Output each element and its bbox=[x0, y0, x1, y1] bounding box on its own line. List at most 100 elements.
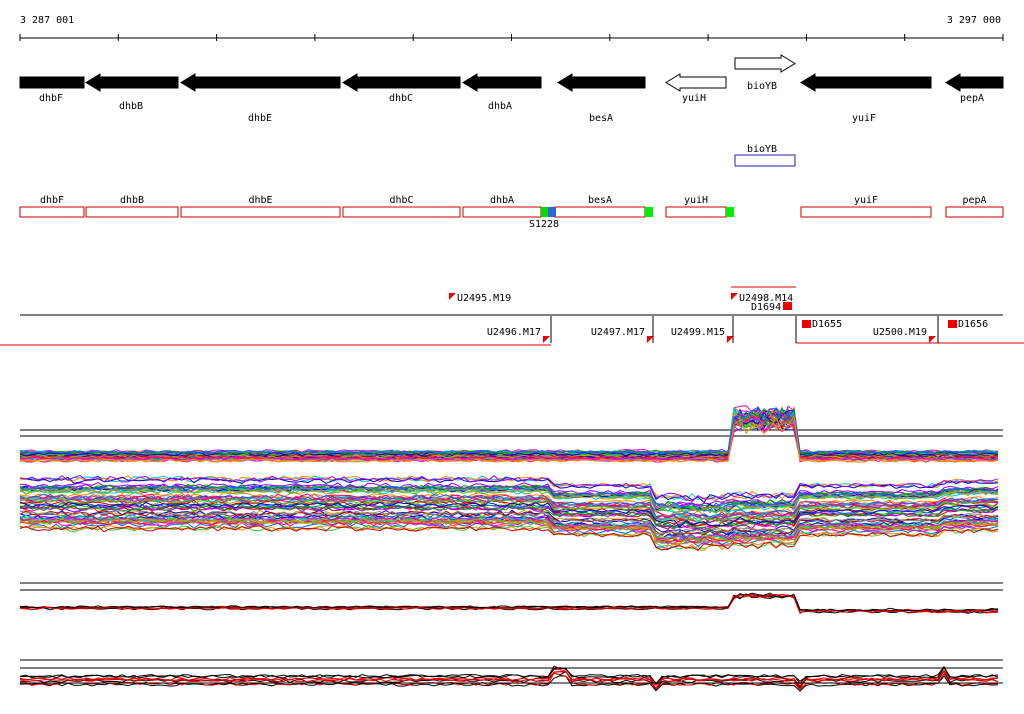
unit-label: D1694 bbox=[751, 302, 781, 313]
gene-label: besA bbox=[589, 113, 613, 124]
expression-line bbox=[19, 484, 999, 510]
gene-label: bioYB bbox=[747, 81, 777, 92]
expression-line bbox=[19, 414, 999, 463]
unit-label: U2500.M19 bbox=[873, 327, 927, 338]
expression-line bbox=[19, 501, 999, 528]
expression-line bbox=[19, 409, 999, 458]
gene-arrow bbox=[180, 73, 341, 92]
expression-line bbox=[19, 408, 999, 457]
expression-line bbox=[19, 408, 999, 457]
expression-line bbox=[19, 410, 999, 458]
expression-line bbox=[20, 594, 999, 614]
unit-flag bbox=[647, 336, 654, 343]
expression-line bbox=[19, 406, 999, 454]
unit-flag bbox=[783, 302, 792, 310]
gene-arrow bbox=[462, 73, 542, 92]
feature-label: yuiH bbox=[684, 195, 708, 206]
gene-label: dhbC bbox=[389, 93, 413, 104]
gene-label: dhbE bbox=[248, 113, 272, 124]
expression-line bbox=[19, 497, 999, 524]
feature-box bbox=[462, 206, 542, 218]
expression-line bbox=[19, 406, 999, 455]
feature-label: dhbC bbox=[389, 195, 413, 206]
gene-label: dhbF bbox=[39, 93, 63, 104]
expression-line bbox=[19, 510, 999, 535]
unit-label: D1655 bbox=[812, 319, 842, 330]
gene-arrow bbox=[557, 73, 646, 92]
unit-label: D1656 bbox=[958, 319, 988, 330]
expression-line bbox=[19, 405, 999, 455]
site-mark bbox=[548, 207, 556, 217]
unit-flag bbox=[948, 320, 957, 328]
expression-line bbox=[19, 409, 999, 457]
gene-arrow bbox=[665, 73, 727, 92]
expression-line bbox=[19, 504, 999, 532]
gene-arrow bbox=[800, 73, 932, 92]
expression-line bbox=[19, 408, 999, 456]
expression-line bbox=[19, 594, 999, 614]
unit-flag bbox=[731, 293, 738, 300]
expression-line bbox=[19, 474, 999, 502]
gene-label: yuiH bbox=[682, 93, 706, 104]
expression-line bbox=[19, 665, 999, 685]
gene-arrow bbox=[734, 54, 796, 73]
feature-box bbox=[945, 206, 1004, 218]
expression-line bbox=[19, 405, 999, 454]
unit-flag bbox=[543, 336, 550, 343]
expression-line bbox=[19, 524, 999, 551]
ruler-start: 3 287 001 bbox=[20, 15, 74, 26]
expression-line bbox=[20, 406, 999, 455]
expression-line bbox=[19, 408, 999, 457]
feature-box bbox=[342, 206, 461, 218]
feature-label: pepA bbox=[962, 195, 986, 206]
feature-label: dhbE bbox=[248, 195, 272, 206]
expression-line bbox=[19, 407, 999, 457]
expression-line bbox=[19, 409, 999, 457]
gene-arrow bbox=[19, 76, 85, 89]
gene-label: yuiF bbox=[852, 113, 876, 124]
feature-label: dhbB bbox=[120, 195, 144, 206]
expression-line bbox=[19, 407, 999, 455]
expression-line bbox=[19, 592, 999, 613]
site-mark bbox=[726, 207, 734, 217]
expression-line bbox=[19, 525, 999, 552]
unit-flag bbox=[929, 336, 936, 343]
predicted-box bbox=[734, 154, 796, 167]
expression-line bbox=[19, 406, 999, 455]
expression-line bbox=[19, 409, 999, 457]
feature-box bbox=[554, 206, 646, 218]
expression-line bbox=[19, 517, 999, 545]
gene-label: dhbB bbox=[119, 101, 143, 112]
site-mark bbox=[541, 207, 549, 217]
unit-label: U2499.M15 bbox=[671, 327, 725, 338]
expression-line bbox=[19, 515, 999, 541]
unit-flag bbox=[449, 293, 456, 300]
feature-label: besA bbox=[588, 195, 612, 206]
expression-line bbox=[19, 491, 999, 519]
expression-line bbox=[19, 476, 999, 503]
expression-line bbox=[19, 524, 999, 550]
feature-box bbox=[800, 206, 932, 218]
expression-line bbox=[19, 670, 999, 691]
feature-label: yuiF bbox=[854, 195, 878, 206]
feature-label: dhbA bbox=[490, 195, 514, 206]
expression-line bbox=[19, 414, 999, 463]
expression-line bbox=[19, 484, 999, 512]
site-mark bbox=[645, 207, 653, 217]
expression-line bbox=[19, 496, 999, 524]
gene-arrow bbox=[85, 73, 179, 92]
feature-box bbox=[665, 206, 727, 218]
ruler-end: 3 297 000 bbox=[947, 15, 1001, 26]
gene-label: dhbA bbox=[488, 101, 512, 112]
feature-box bbox=[19, 206, 85, 218]
unit-label: U2498.M14 bbox=[739, 293, 793, 304]
expression-line bbox=[19, 485, 999, 514]
unit-label: U2495.M19 bbox=[457, 293, 511, 304]
expression-line bbox=[19, 405, 999, 455]
gene-arrow bbox=[342, 73, 461, 92]
feature-box bbox=[85, 206, 179, 218]
expression-line bbox=[19, 410, 999, 456]
unit-flag bbox=[727, 336, 734, 343]
unit-label: U2497.M17 bbox=[591, 327, 645, 338]
